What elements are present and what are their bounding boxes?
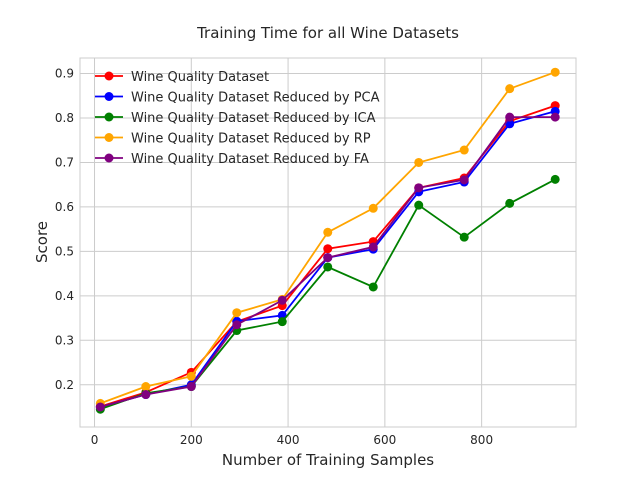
chart-title: Training Time for all Wine Datasets	[196, 24, 459, 42]
x-tick-label: 800	[470, 433, 493, 447]
legend-label: Wine Quality Dataset Reduced by PCA	[131, 91, 380, 106]
x-tick-label: 200	[180, 433, 203, 447]
x-axis-label: Number of Training Samples	[222, 451, 434, 469]
data-point	[323, 253, 333, 263]
legend-label: Wine Quality Dataset Reduced by ICA	[131, 111, 376, 126]
data-point	[505, 112, 515, 122]
data-point	[459, 145, 469, 155]
legend-item: Wine Quality Dataset Reduced by FA	[95, 152, 369, 167]
legend-label: Wine Quality Dataset Reduced by FA	[131, 152, 369, 167]
data-point	[186, 371, 196, 381]
y-tick-label: 0.8	[55, 111, 74, 125]
data-point	[232, 320, 242, 330]
data-point	[550, 174, 560, 184]
y-tick-label: 0.4	[55, 289, 74, 303]
series-5	[95, 112, 560, 412]
legend-item: Wine Quality Dataset Reduced by RP	[95, 132, 371, 147]
x-tick-label: 400	[277, 433, 300, 447]
legend-label: Wine Quality Dataset	[131, 70, 269, 85]
y-tick-label: 0.2	[55, 378, 74, 392]
y-tick-label: 0.5	[55, 244, 74, 258]
legend-swatch-marker	[104, 133, 114, 142]
data-point	[505, 198, 515, 208]
data-point	[550, 67, 560, 77]
series	[95, 67, 560, 414]
y-tick-label: 0.6	[55, 200, 74, 214]
grid	[80, 58, 576, 427]
data-point	[414, 157, 424, 167]
legend: Wine Quality Dataset Wine Quality Dataset…	[95, 70, 380, 167]
x-tick-label: 600	[373, 433, 396, 447]
data-point	[368, 242, 378, 252]
data-point	[232, 308, 242, 318]
data-point	[368, 282, 378, 292]
legend-swatch-marker	[104, 92, 114, 101]
data-point	[414, 183, 424, 193]
data-point	[505, 84, 515, 94]
data-point	[550, 112, 560, 122]
legend-swatch-marker	[104, 112, 114, 122]
data-point	[323, 262, 333, 272]
data-point	[368, 203, 378, 213]
data-point	[186, 382, 196, 392]
y-tick-label: 0.7	[55, 155, 74, 169]
legend-item: Wine Quality Dataset Reduced by PCA	[95, 91, 380, 106]
data-point	[459, 232, 469, 242]
data-point	[95, 402, 105, 412]
data-point	[323, 244, 333, 254]
data-point	[459, 175, 469, 185]
data-point	[414, 200, 424, 210]
legend-item: Wine Quality Dataset	[95, 70, 269, 85]
legend-swatch-marker	[104, 71, 114, 81]
x-tick-label: 0	[91, 433, 99, 447]
legend-item: Wine Quality Dataset Reduced by ICA	[95, 111, 376, 126]
data-point	[141, 382, 151, 392]
legend-swatch-marker	[104, 153, 114, 163]
tick-labels: 0 200 400 600 800 0.2 0.3 0.4 0.5 0.6 0.7 0.8 0.9	[55, 67, 493, 447]
data-point	[277, 317, 287, 327]
y-axis-label: Score	[33, 221, 51, 263]
plot-frame	[79, 57, 577, 428]
data-point	[323, 227, 333, 237]
legend-label: Wine Quality Dataset Reduced by RP	[131, 132, 371, 147]
data-point	[277, 295, 287, 305]
y-tick-label: 0.9	[55, 67, 74, 81]
data-point	[141, 390, 151, 400]
y-tick-label: 0.3	[55, 333, 74, 347]
